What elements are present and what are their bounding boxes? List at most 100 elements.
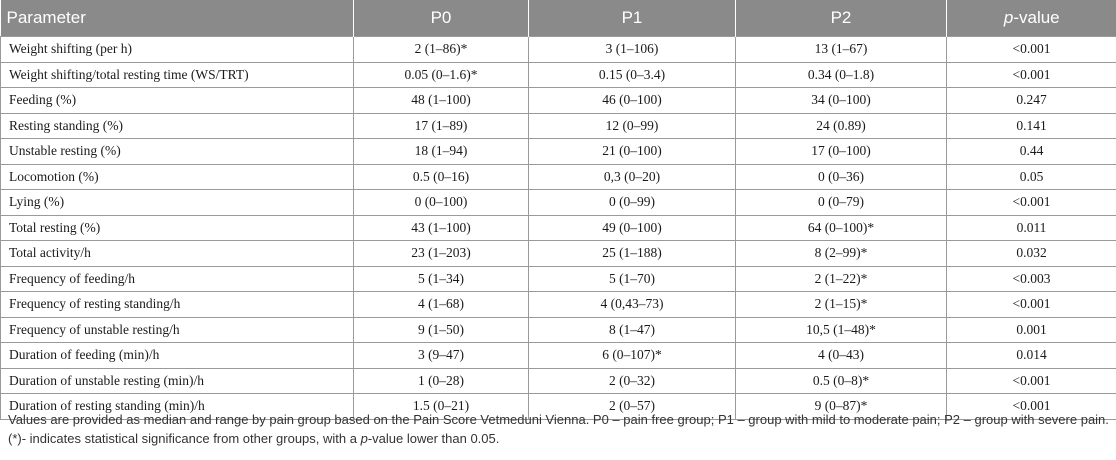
cell-pvalue: <0.001 <box>946 367 1116 394</box>
cell-p0: 0.5 (0–16) <box>353 163 529 190</box>
cell-p2: 10,5 (1–48)* <box>735 316 947 343</box>
table-row: Total activity/h 23 (1–203) 25 (1–188) 8 (2… <box>0 240 1116 267</box>
cell-p0: 43 (1–100) <box>353 214 529 241</box>
cell-parameter: Total activity/h <box>0 240 354 267</box>
table-row: Duration of feeding (min)/h 3 (9–47) 6 (0–… <box>0 342 1116 369</box>
cell-p1: 25 (1–188) <box>528 240 736 267</box>
header-row: Parameter P0 P1 P2 p-value <box>0 0 1116 37</box>
cell-p1: 12 (0–99) <box>528 112 736 139</box>
cell-p0: 4 (1–68) <box>353 291 529 318</box>
cell-p2: 9 (0–87)* <box>735 393 947 420</box>
cell-p2: 0.34 (0–1.8) <box>735 61 947 88</box>
cell-p2: 13 (1–67) <box>735 36 947 63</box>
cell-parameter: Frequency of feeding/h <box>0 265 354 292</box>
cell-p2: 17 (0–100) <box>735 138 947 165</box>
cell-p1: 21 (0–100) <box>528 138 736 165</box>
table-row: Frequency of unstable resting/h 9 (1–50) 8… <box>0 316 1116 343</box>
table-row: Frequency of feeding/h 5 (1–34) 5 (1–70) 2 … <box>0 265 1116 292</box>
cell-p0: 5 (1–34) <box>353 265 529 292</box>
table-row: Frequency of resting standing/h 4 (1–68) 4… <box>0 291 1116 318</box>
cell-pvalue: <0.001 <box>946 36 1116 63</box>
cell-p2: 0.5 (0–8)* <box>735 367 947 394</box>
cell-p2: 2 (1–15)* <box>735 291 947 318</box>
cell-pvalue: 0.05 <box>946 163 1116 190</box>
table-row: Resting standing (%) 17 (1–89) 12 (0–99) 24… <box>0 112 1116 139</box>
table-row: Total resting (%) 43 (1–100) 49 (0–100) 64 … <box>0 214 1116 241</box>
cell-p0: 0 (0–100) <box>353 189 529 216</box>
cell-p1: 8 (1–47) <box>528 316 736 343</box>
table-row: Unstable resting (%) 18 (1–94) 21 (0–100) 1… <box>0 138 1116 165</box>
cell-p1: 49 (0–100) <box>528 214 736 241</box>
cell-p1: 2 (0–32) <box>528 367 736 394</box>
cell-parameter: Total resting (%) <box>0 214 354 241</box>
cell-p1: 5 (1–70) <box>528 265 736 292</box>
footnote-text-end: -value lower than 0.05. <box>367 431 500 446</box>
cell-p1: 3 (1–106) <box>528 36 736 63</box>
header-p2: P2 <box>735 0 947 37</box>
cell-pvalue: 0.014 <box>946 342 1116 369</box>
cell-p2: 0 (0–36) <box>735 163 947 190</box>
table-container: Parameter P0 P1 P2 p-value Weight shifti… <box>0 0 1116 420</box>
table-row: Feeding (%) 48 (1–100) 46 (0–100) 34 (0–100… <box>0 87 1116 114</box>
header-pvalue: p-value <box>946 0 1116 37</box>
cell-p0: 17 (1–89) <box>353 112 529 139</box>
cell-parameter: Duration of feeding (min)/h <box>0 342 354 369</box>
table-row: Weight shifting/total resting time (WS/T… <box>0 61 1116 88</box>
cell-pvalue: 0.011 <box>946 214 1116 241</box>
cell-p1: 6 (0–107)* <box>528 342 736 369</box>
cell-p2: 34 (0–100) <box>735 87 947 114</box>
cell-pvalue: <0.001 <box>946 189 1116 216</box>
cell-parameter: Frequency of unstable resting/h <box>0 316 354 343</box>
cell-p1: 0.15 (0–3.4) <box>528 61 736 88</box>
cell-p0: 3 (9–47) <box>353 342 529 369</box>
cell-pvalue: <0.003 <box>946 265 1116 292</box>
cell-parameter: Unstable resting (%) <box>0 138 354 165</box>
cell-p0: 48 (1–100) <box>353 87 529 114</box>
table-row: Locomotion (%) 0.5 (0–16) 0,3 (0–20) 0 (0–3… <box>0 163 1116 190</box>
header-pvalue-italic: p <box>1003 8 1014 27</box>
cell-pvalue: <0.001 <box>946 291 1116 318</box>
cell-p0: 23 (1–203) <box>353 240 529 267</box>
cell-p2: 4 (0–43) <box>735 342 947 369</box>
cell-parameter: Frequency of resting standing/h <box>0 291 354 318</box>
cell-p0: 1.5 (0–21) <box>353 393 529 420</box>
table-footnote: Values are provided as median and range … <box>8 410 1112 448</box>
cell-parameter: Lying (%) <box>0 189 354 216</box>
cell-p1: 4 (0,43–73) <box>528 291 736 318</box>
cell-pvalue: 0.141 <box>946 112 1116 139</box>
cell-p1: 0,3 (0–20) <box>528 163 736 190</box>
cell-parameter: Resting standing (%) <box>0 112 354 139</box>
cell-p1: 46 (0–100) <box>528 87 736 114</box>
cell-p2: 0 (0–79) <box>735 189 947 216</box>
table-row: Weight shifting (per h) 2 (1–86)* 3 (1–106… <box>0 36 1116 63</box>
cell-p0: 1 (0–28) <box>353 367 529 394</box>
cell-parameter: Weight shifting/total resting time (WS/T… <box>0 61 354 88</box>
results-table: Parameter P0 P1 P2 p-value Weight shifti… <box>0 0 1116 420</box>
header-p0: P0 <box>353 0 529 37</box>
table-row: Duration of unstable resting (min)/h 1 (0… <box>0 367 1116 394</box>
table-row: Duration of resting standing (min)/h 1.5 … <box>0 393 1116 420</box>
cell-p0: 9 (1–50) <box>353 316 529 343</box>
header-p1: P1 <box>528 0 736 37</box>
cell-p2: 24 (0.89) <box>735 112 947 139</box>
cell-pvalue: 0.032 <box>946 240 1116 267</box>
cell-p0: 18 (1–94) <box>353 138 529 165</box>
cell-parameter: Duration of resting standing (min)/h <box>0 393 354 420</box>
cell-p2: 64 (0–100)* <box>735 214 947 241</box>
cell-parameter: Weight shifting (per h) <box>0 36 354 63</box>
header-pvalue-rest: -value <box>1013 8 1060 27</box>
cell-parameter: Locomotion (%) <box>0 163 354 190</box>
cell-parameter: Feeding (%) <box>0 87 354 114</box>
cell-pvalue: 0.44 <box>946 138 1116 165</box>
cell-pvalue: <0.001 <box>946 61 1116 88</box>
cell-p0: 0.05 (0–1.6)* <box>353 61 529 88</box>
header-parameter: Parameter <box>0 0 354 37</box>
cell-p1: 0 (0–99) <box>528 189 736 216</box>
cell-pvalue: 0.001 <box>946 316 1116 343</box>
cell-pvalue: <0.001 <box>946 393 1116 420</box>
cell-p2: 2 (1–22)* <box>735 265 947 292</box>
cell-pvalue: 0.247 <box>946 87 1116 114</box>
cell-parameter: Duration of unstable resting (min)/h <box>0 367 354 394</box>
footnote-italic-p: p <box>360 431 368 446</box>
footnote-text: Values are provided as median and range … <box>8 412 1109 446</box>
